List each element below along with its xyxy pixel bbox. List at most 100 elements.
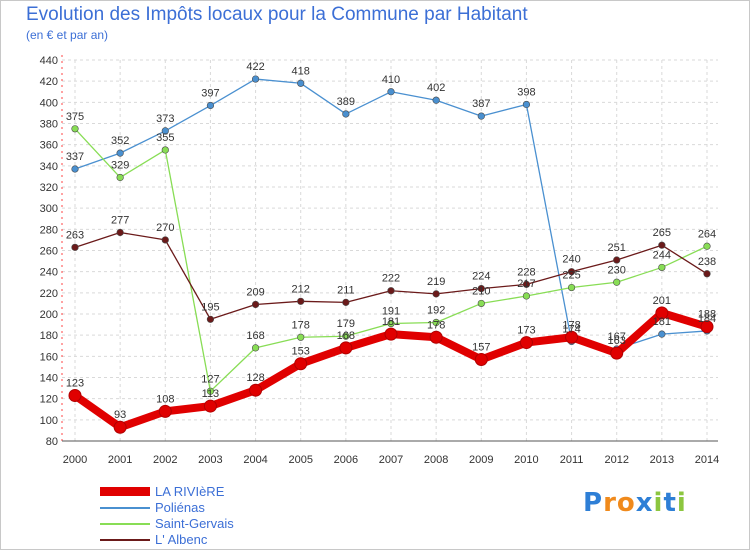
data-label: 123 <box>66 377 84 389</box>
data-point <box>116 228 124 237</box>
data-label: 265 <box>653 227 671 239</box>
data-label: 181 <box>382 316 400 328</box>
data-point <box>297 333 305 341</box>
x-tick-label: 2003 <box>198 454 222 466</box>
y-tick-label: 80 <box>46 436 58 448</box>
x-tick-label: 2011 <box>560 454 584 466</box>
data-label: 178 <box>427 319 445 331</box>
data-point <box>161 236 169 244</box>
data-point <box>339 341 353 355</box>
data-label: 238 <box>698 256 716 268</box>
proxiti-logo: Proxiti <box>583 488 687 518</box>
y-tick-label: 220 <box>40 288 58 300</box>
data-point <box>567 283 576 292</box>
data-label: 217 <box>517 278 535 290</box>
data-point <box>519 336 533 350</box>
data-point <box>522 280 531 288</box>
data-point <box>251 300 260 309</box>
data-label: 264 <box>698 228 716 240</box>
data-label: 210 <box>472 285 490 297</box>
data-point <box>432 96 440 104</box>
data-point <box>206 387 215 395</box>
data-point <box>477 112 485 120</box>
data-point <box>567 268 576 276</box>
data-point <box>387 88 395 96</box>
data-point <box>655 306 669 320</box>
data-label: 337 <box>66 151 84 163</box>
data-point <box>68 388 82 402</box>
data-label: 240 <box>562 254 580 266</box>
data-point <box>251 75 260 83</box>
data-point <box>477 285 485 293</box>
data-point <box>610 346 624 360</box>
data-point <box>658 330 666 338</box>
y-tick-label: 400 <box>40 97 58 109</box>
data-label: 219 <box>427 276 445 288</box>
data-point <box>116 149 124 157</box>
logo-letter: t <box>663 488 677 518</box>
logo-letter: i <box>653 488 664 518</box>
data-point <box>477 299 485 308</box>
data-label: 277 <box>111 215 129 227</box>
data-label: 387 <box>472 98 490 110</box>
data-label: 375 <box>66 111 84 123</box>
data-point <box>342 110 350 118</box>
data-label: 389 <box>337 96 355 108</box>
data-label: 402 <box>427 82 445 94</box>
x-tick-label: 2005 <box>288 454 312 466</box>
data-label: 418 <box>292 65 310 77</box>
data-point <box>297 297 305 305</box>
data-label: 422 <box>246 61 264 73</box>
x-tick-label: 2013 <box>650 454 674 466</box>
y-tick-label: 180 <box>40 330 58 342</box>
y-tick-label: 440 <box>40 55 58 67</box>
data-label: 224 <box>472 271 490 283</box>
y-tick-label: 140 <box>40 373 58 385</box>
y-tick-label: 340 <box>40 161 58 173</box>
data-label: 173 <box>517 325 535 337</box>
data-point <box>522 292 531 300</box>
data-label: 228 <box>517 266 535 278</box>
data-label: 230 <box>608 264 626 276</box>
y-tick-label: 260 <box>40 246 58 258</box>
x-tick-label: 2002 <box>153 454 177 466</box>
data-label: 225 <box>562 270 580 282</box>
data-label: 179 <box>337 318 355 330</box>
data-label: 113 <box>202 388 220 400</box>
data-label: 108 <box>156 393 174 405</box>
legend-swatch-l-albenc <box>100 539 150 541</box>
y-tick-label: 120 <box>40 394 58 406</box>
logo-letter: o <box>616 488 636 518</box>
data-label: 270 <box>156 222 174 234</box>
data-point <box>429 330 443 344</box>
data-label: 93 <box>114 409 126 421</box>
legend-label-la-riviere: LA RIVIèRE <box>155 484 225 499</box>
data-label: 178 <box>292 319 310 331</box>
data-label: 251 <box>608 242 626 254</box>
x-tick-label: 2006 <box>334 454 358 466</box>
data-point <box>297 79 305 87</box>
data-point <box>161 127 169 135</box>
legend-label-polienas: Poliénas <box>155 500 205 515</box>
data-label: 184 <box>698 313 716 325</box>
legend-swatch-la-riviere <box>100 487 150 496</box>
data-point <box>613 256 621 264</box>
data-label: 192 <box>427 304 445 316</box>
logo-letter: P <box>583 488 604 518</box>
data-point <box>71 125 79 133</box>
data-label: 167 <box>608 331 626 343</box>
data-label: 163 <box>608 335 626 347</box>
data-label: 127 <box>201 373 219 385</box>
data-label: 181 <box>653 316 671 328</box>
data-point <box>432 318 440 327</box>
data-label: 352 <box>111 135 129 147</box>
y-tick-label: 160 <box>40 351 58 363</box>
data-point <box>387 287 395 295</box>
data-point <box>116 173 124 182</box>
logo-letter: x <box>635 488 654 518</box>
data-label: 178 <box>562 319 580 331</box>
data-point <box>161 146 169 154</box>
legend-label-saint-gervais: Saint-Gervais <box>155 516 234 531</box>
data-point <box>342 332 350 340</box>
